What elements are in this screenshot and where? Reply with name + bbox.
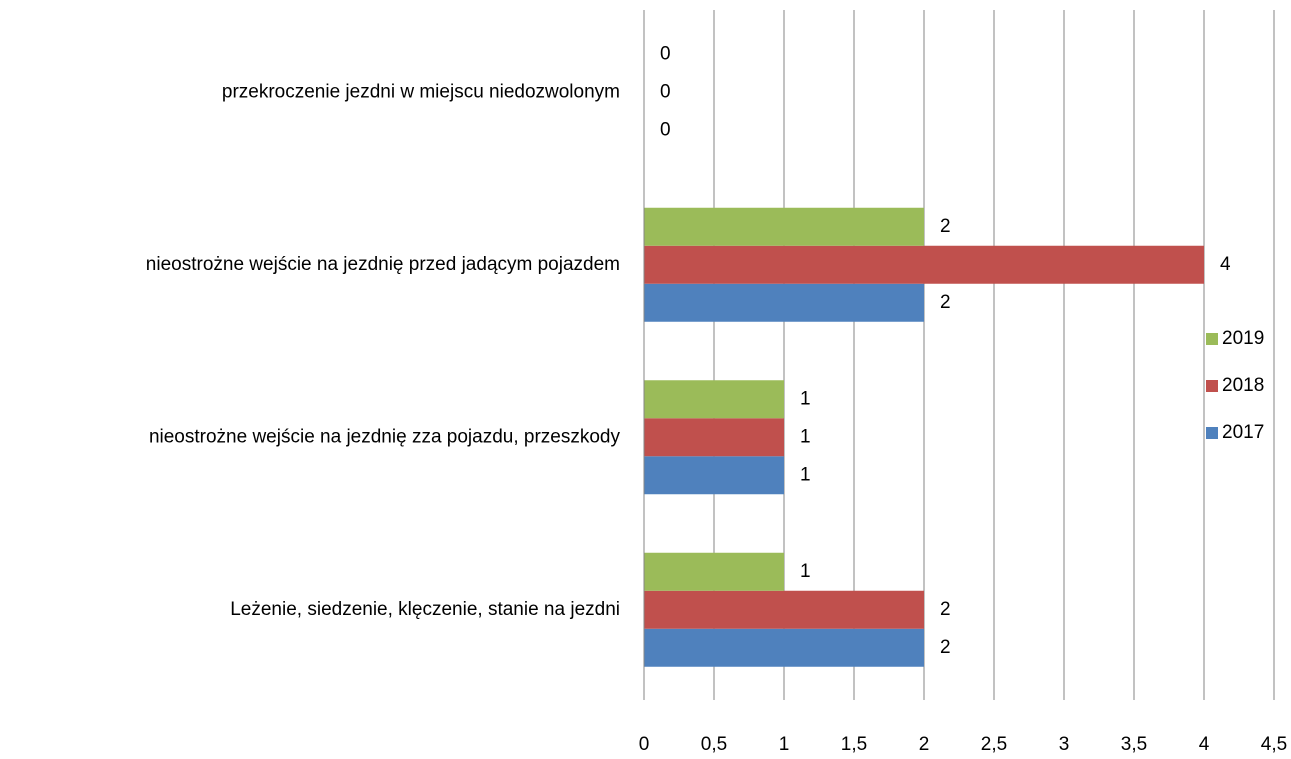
- data-label: 0: [660, 43, 671, 64]
- bar: [644, 418, 784, 457]
- legend-swatch: [1206, 333, 1218, 345]
- bar: [644, 283, 924, 322]
- bar: [644, 245, 1204, 284]
- x-tick-label: 3,5: [1121, 734, 1147, 754]
- data-label: 2: [940, 637, 951, 658]
- bar: [644, 552, 784, 591]
- data-label: 2: [940, 216, 951, 237]
- y-tick-label: przekroczenie jezdni w miejscu niedozwol…: [222, 81, 620, 102]
- x-tick-label: 0,5: [701, 734, 727, 754]
- x-tick-label: 4,5: [1261, 734, 1287, 754]
- bar: [644, 590, 924, 629]
- data-label: 1: [800, 388, 811, 409]
- legend-label: 2019: [1222, 328, 1264, 349]
- x-tick-label: 1: [779, 734, 790, 754]
- bar: [644, 380, 784, 419]
- x-tick-label: 2: [919, 734, 930, 754]
- data-label: 2: [940, 292, 951, 313]
- x-tick-label: 2,5: [981, 734, 1007, 754]
- y-tick-label: nieostrożne wejście na jezdnię przed jad…: [146, 254, 620, 275]
- legend-label: 2017: [1222, 422, 1264, 443]
- data-label: 0: [660, 81, 671, 102]
- x-tick-label: 3: [1059, 734, 1070, 754]
- bar: [644, 628, 924, 667]
- bar: [644, 207, 924, 246]
- y-tick-label: Leżenie, siedzenie, klęczenie, stanie na…: [230, 599, 620, 620]
- x-tick-label: 1,5: [841, 734, 867, 754]
- x-tick-label: 0: [639, 734, 650, 754]
- legend-label: 2018: [1222, 375, 1264, 396]
- bar: [644, 456, 784, 495]
- legend-swatch: [1206, 427, 1218, 439]
- legend-swatch: [1206, 380, 1218, 392]
- data-label: 0: [660, 119, 671, 140]
- x-tick-label: 4: [1199, 734, 1210, 754]
- data-label: 4: [1220, 254, 1231, 275]
- data-label: 2: [940, 599, 951, 620]
- y-tick-label: nieostrożne wejście na jezdnię zza pojaz…: [149, 426, 621, 447]
- data-label: 1: [800, 426, 811, 447]
- data-label: 1: [800, 464, 811, 485]
- data-label: 1: [800, 561, 811, 582]
